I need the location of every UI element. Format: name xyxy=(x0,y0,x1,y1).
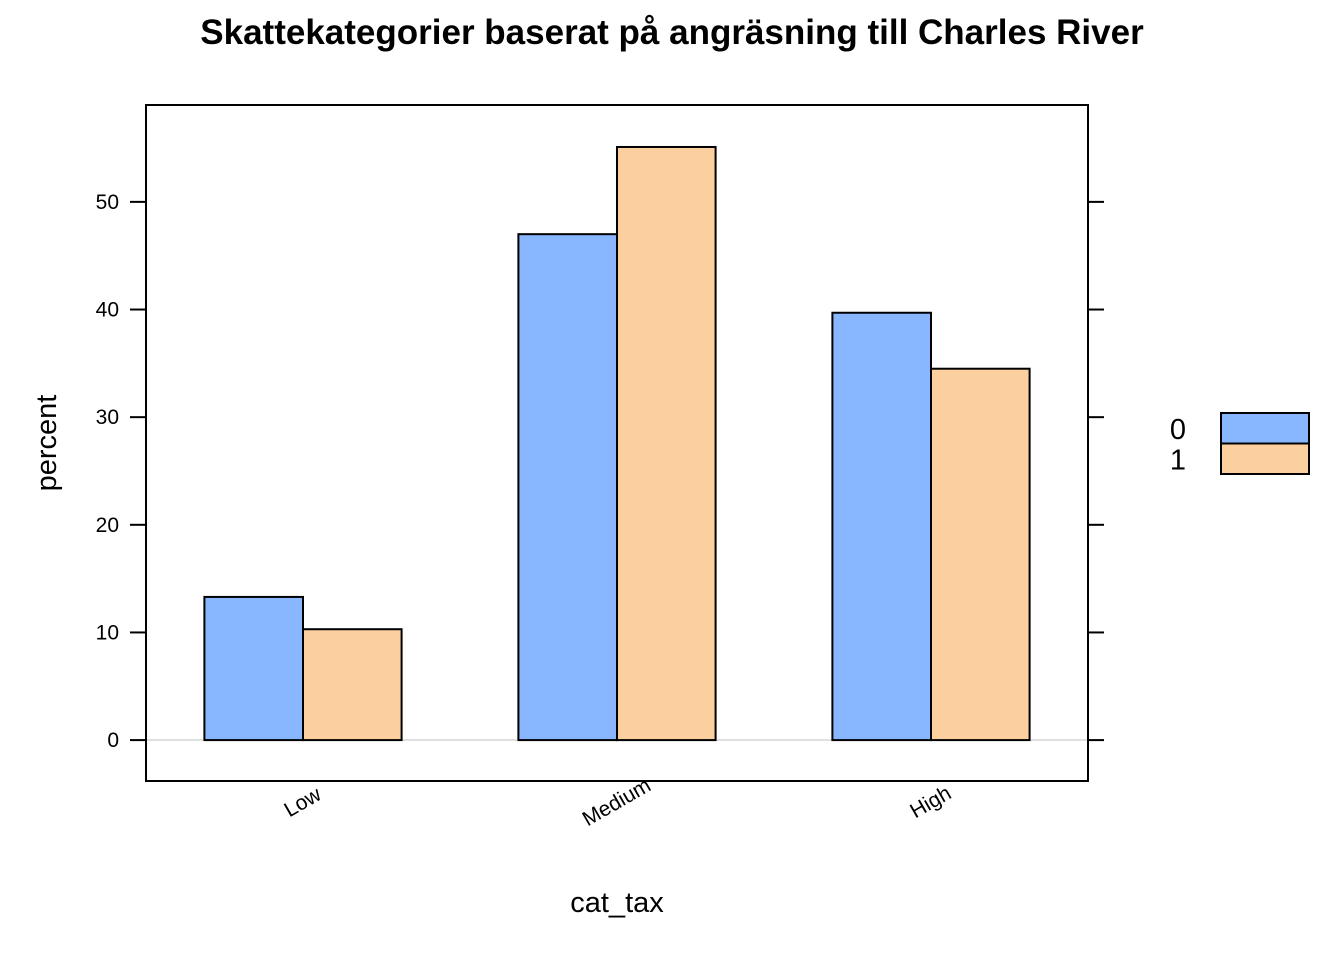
bar-medium-series-1 xyxy=(616,145,717,742)
y-tick-label-50: 50 xyxy=(96,191,119,214)
x-axis-title: cat_tax xyxy=(570,887,664,919)
legend-label-0: 0 xyxy=(1170,414,1186,446)
y-axis-title: percent xyxy=(31,395,63,492)
bar-high-series-1 xyxy=(930,367,1031,742)
bars-group xyxy=(203,145,1031,742)
y-tick-label-20: 20 xyxy=(96,514,119,537)
legend-label-1: 1 xyxy=(1170,445,1186,477)
x-tick-label-medium: Medium xyxy=(579,774,655,831)
legend: 01 xyxy=(1170,412,1310,477)
x-axis-ticks: Low Medium High xyxy=(280,774,955,831)
bar-low-series-1 xyxy=(302,628,403,742)
legend-swatch-0 xyxy=(1220,412,1310,445)
y-tick-label-10: 10 xyxy=(96,621,119,644)
x-tick-label-high: High xyxy=(906,782,955,824)
y-tick-label-0: 0 xyxy=(107,729,119,752)
bar-low-series-0 xyxy=(203,595,305,742)
bar-medium-series-0 xyxy=(517,233,618,742)
bar-high-series-0 xyxy=(831,311,932,742)
x-tick-label-low: Low xyxy=(280,782,326,822)
y-tick-label-30: 30 xyxy=(96,406,119,429)
y-tick-label-40: 40 xyxy=(96,299,119,322)
legend-swatch-1 xyxy=(1220,442,1310,475)
y-axis-ticks: 0 10 20 30 40 50 xyxy=(96,191,1104,752)
chart-title: Skattekategorier baserat på angräsning t… xyxy=(200,13,1144,52)
plot-area-frame xyxy=(145,104,1089,782)
